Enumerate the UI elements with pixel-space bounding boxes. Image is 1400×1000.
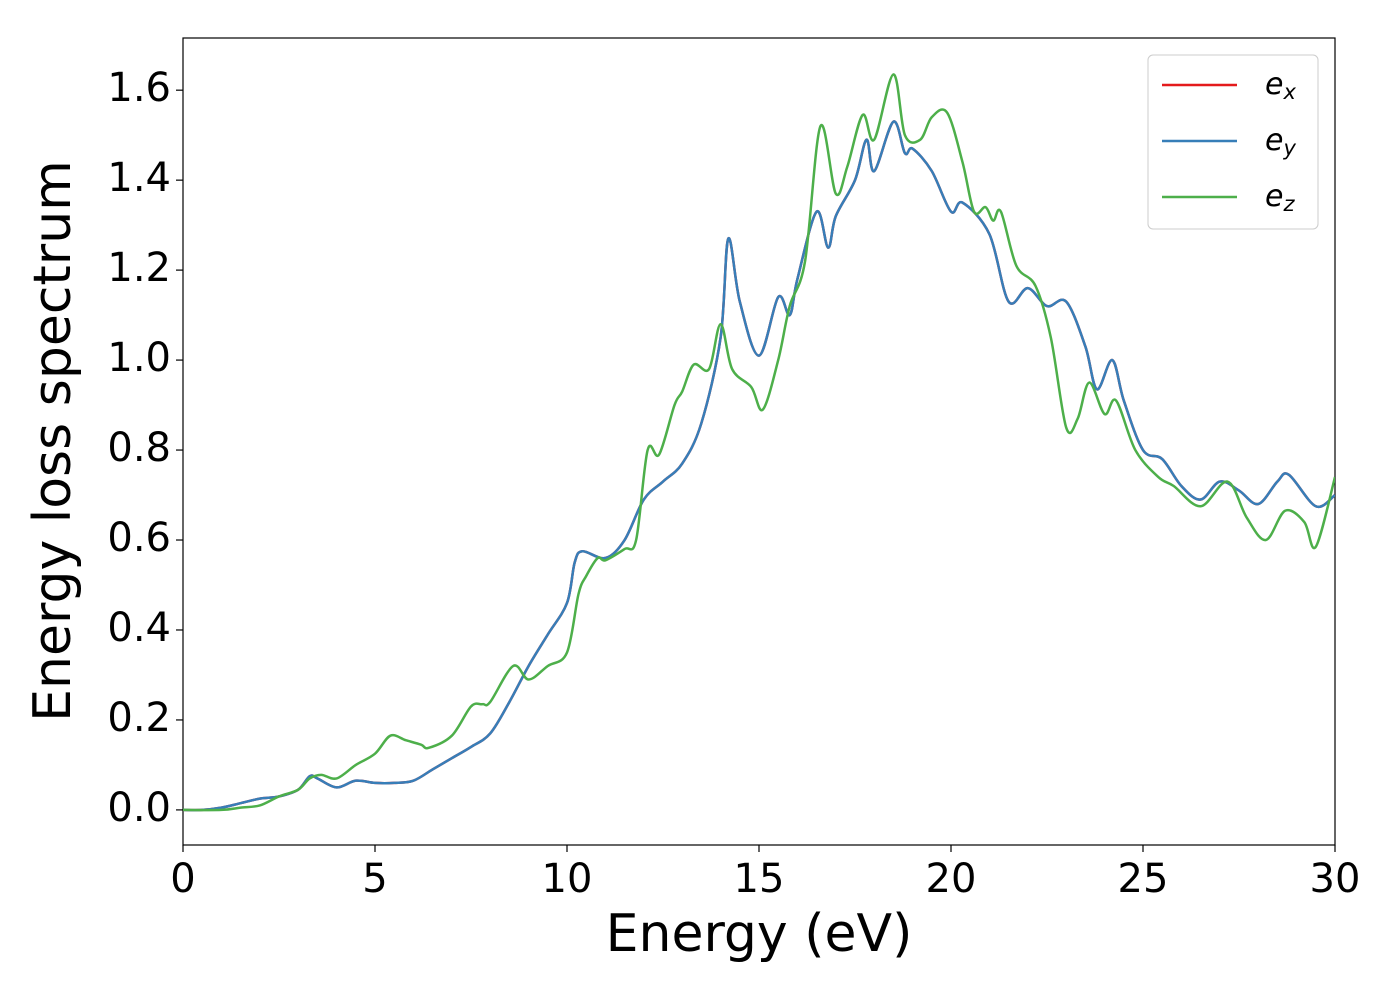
y-tick-label: 1.0 [107,335,171,381]
y-tick-label: 0.0 [107,785,171,831]
y-tick-label: 0.2 [107,695,171,741]
y-tick-label: 1.6 [107,65,171,111]
x-tick-label: 30 [1310,856,1361,902]
y-tick-label: 1.2 [107,245,171,291]
series-line [183,120,1335,812]
y-tick-label: 0.4 [107,605,171,651]
x-tick-label: 20 [926,856,977,902]
legend-label: ez [1265,179,1295,217]
x-tick-label: 5 [362,856,387,902]
y-tick-label: 0.6 [107,515,171,561]
y-tick-label: 0.8 [107,425,171,471]
legend-label: ex [1265,67,1296,105]
legend-label: ey [1265,123,1296,161]
series-line [183,73,1335,812]
x-tick-label: 0 [170,856,195,902]
x-tick-label: 10 [542,856,593,902]
x-axis-label: Energy (eV) [606,904,913,964]
y-axis-label: Energy loss spectrum [23,160,83,722]
x-tick-label: 15 [734,856,785,902]
y-tick-label: 1.4 [107,155,171,201]
x-tick-label: 25 [1118,856,1169,902]
